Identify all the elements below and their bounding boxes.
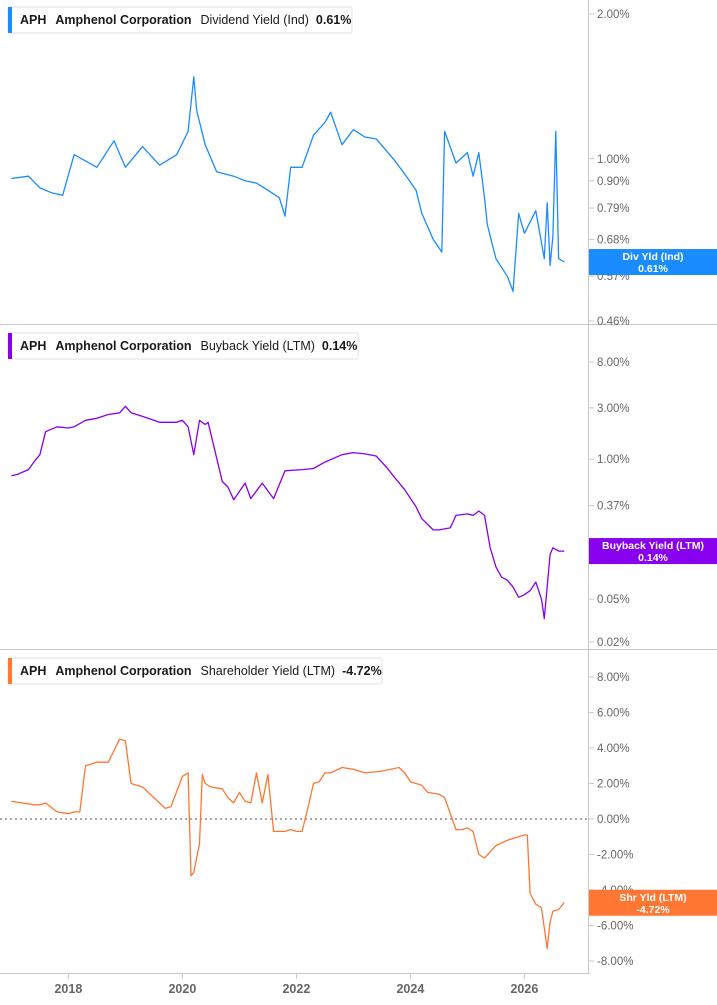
x-tick-label: 2020 [168,982,196,996]
y-tick-label: 0.46% [597,316,630,328]
y-tick-label: 1.00% [597,154,630,166]
value-tag-bg [589,249,717,276]
x-tick-label: 2024 [396,982,424,996]
y-tick-label: -8.00% [597,956,633,968]
series-line [11,76,565,293]
value-tag-value: 0.61% [638,263,668,275]
y-tick-label: 0.68% [597,234,630,246]
value-tag-bg [589,889,717,916]
y-tick-label: 4.00% [597,743,630,755]
y-tick-label: 0.37% [597,501,630,513]
y-tick-label: 0.02% [597,637,630,649]
legend: APH Amphenol Corporation Shareholder Yield… [7,657,383,685]
panel-2: 8.00% 3.00% 1.00% 0.37% 0.14% 0.05% 0.02% APHAm… [7,332,717,649]
x-tick-label: 2018 [54,982,82,996]
y-tick-label: 2.00% [597,779,630,791]
value-tag-label: Div Yld (Ind) [622,251,683,263]
value-tag: Shr Yld (LTM)-4.72% [589,889,717,916]
x-tick-label: 2026 [510,982,538,996]
value-tag-label: Shr Yld (LTM) [619,892,686,904]
legend-swatch [8,658,12,684]
value-tag: Buyback Yield (LTM)0.14% [589,538,717,565]
series-line [11,405,565,620]
value-tag-value: 0.14% [638,552,668,564]
legend-text: APH Amphenol Corporation Dividend Yield (I… [20,13,351,27]
y-tick-label: 0.05% [597,594,630,606]
legend-text: APH Amphenol Corporation Shareholder Yield… [20,664,382,678]
value-tag-bg [589,538,717,565]
y-tick-label: -2.00% [597,850,633,862]
y-tick-label: 3.00% [597,403,630,415]
y-tick-label: 8.00% [597,357,630,369]
y-tick-label: -6.00% [597,921,633,933]
y-tick-label: 8.00% [597,672,630,684]
y-tick-label: 0.79% [597,203,630,215]
y-tick-label: 0.00% [597,814,630,826]
legend-swatch [8,7,12,33]
y-tick-label: 0.90% [597,176,630,188]
legend: APH Amphenol Corporation Dividend Yield (I… [7,6,353,34]
series-line [11,738,565,950]
legend-swatch [8,333,12,359]
panel-3: 8.00%6.00%4.00%2.00%0.00%-2.00%-4.00%-6.… [0,657,717,968]
y-tick-label: 6.00% [597,708,630,720]
value-tag-label: Buyback Yield (LTM) [602,540,704,552]
y-tick-label: 2.00% [597,9,630,21]
y-tick-label: 1.00% [597,454,630,466]
value-tag-value: -4.72% [636,904,670,916]
legend-text: APH Amphenol Corporation Buyback Yield (LT… [20,339,357,353]
panel-1: 2.00%1.00%0.90%0.79%0.68%0.57%0.46%APH Am… [7,6,717,328]
x-tick-label: 2022 [282,982,310,996]
value-tag: Div Yld (Ind)0.61% [589,249,717,275]
legend: APH Amphenol Corporation Buyback Yield (LT… [7,332,359,360]
